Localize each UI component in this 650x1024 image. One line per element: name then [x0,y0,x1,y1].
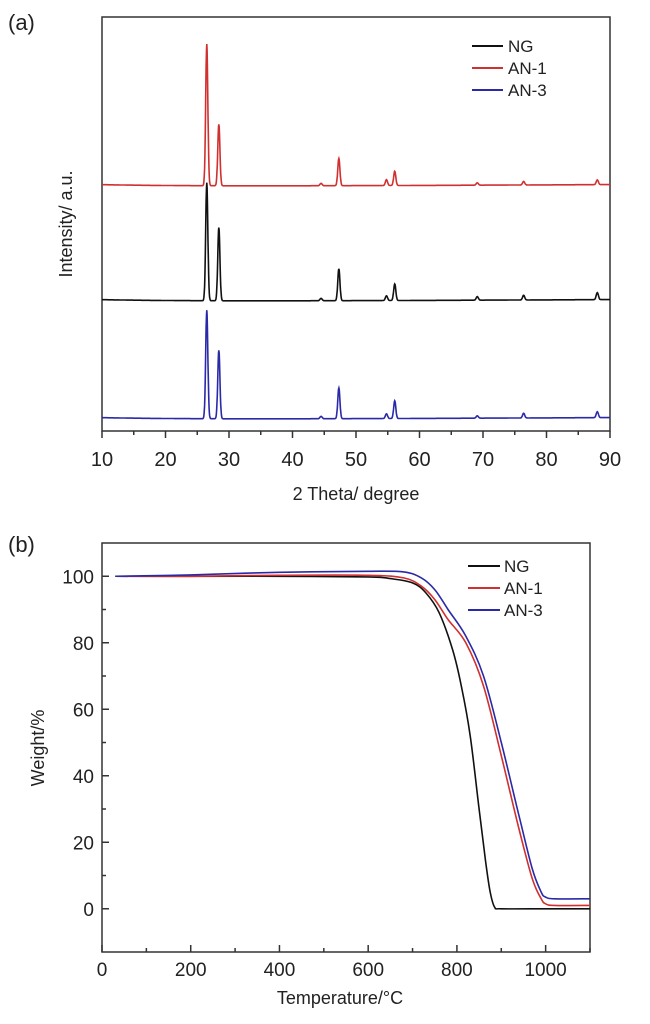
x-axis-label-a: 2 Theta/ degree [293,484,420,504]
y-tick-label-b: 60 [73,700,94,721]
x-tick-label-b: 600 [352,960,384,981]
series-line-ng [115,575,591,910]
x-tick-label-b: 1000 [524,960,566,981]
plot-frame-b [101,542,591,953]
y-axis-label-b: Weight/% [28,710,48,787]
series-line-an-1 [115,574,591,907]
x-tick-label-b: 0 [97,960,108,981]
x-tick-label-a: 80 [535,449,557,471]
x-tick-label-b: 200 [175,960,207,981]
legend-label-ng: NG [508,37,534,56]
series-line-ng [102,182,610,302]
legend-label-an-1: AN-1 [508,59,547,78]
x-tick-label-a: 30 [218,449,240,471]
legend-label-an-1: AN-1 [504,579,543,598]
x-tick-label-a: 60 [408,449,430,471]
legend-label-ng: NG [504,557,530,576]
series-line-an-3 [115,570,591,900]
series-line-an-1 [102,44,610,187]
x-tick-label-b: 800 [441,960,473,981]
panel-label-a: (a) [8,10,35,35]
x-tick-label-a: 40 [281,449,303,471]
y-tick-label-b: 80 [73,634,94,655]
y-tick-label-b: 0 [83,900,94,921]
legend-label-an-3: AN-3 [504,601,543,620]
x-tick-label-b: 400 [264,960,296,981]
panel-label-b: (b) [8,532,35,557]
plot-frame-a [101,16,611,432]
x-tick-label-a: 70 [472,449,494,471]
x-tick-label-a: 50 [345,449,367,471]
y-tick-label-b: 20 [73,833,94,854]
legend-label-an-3: AN-3 [508,81,547,100]
y-tick-label-b: 100 [62,567,94,588]
y-axis-label-a: Intensity/ a.u. [56,170,76,277]
y-tick-label-b: 40 [73,767,94,788]
x-tick-label-a: 90 [599,449,621,471]
x-axis-label-b: Temperature/°C [277,988,403,1008]
x-tick-label-a: 20 [154,449,176,471]
series-line-an-3 [102,310,610,420]
x-tick-label-a: 10 [91,449,113,471]
